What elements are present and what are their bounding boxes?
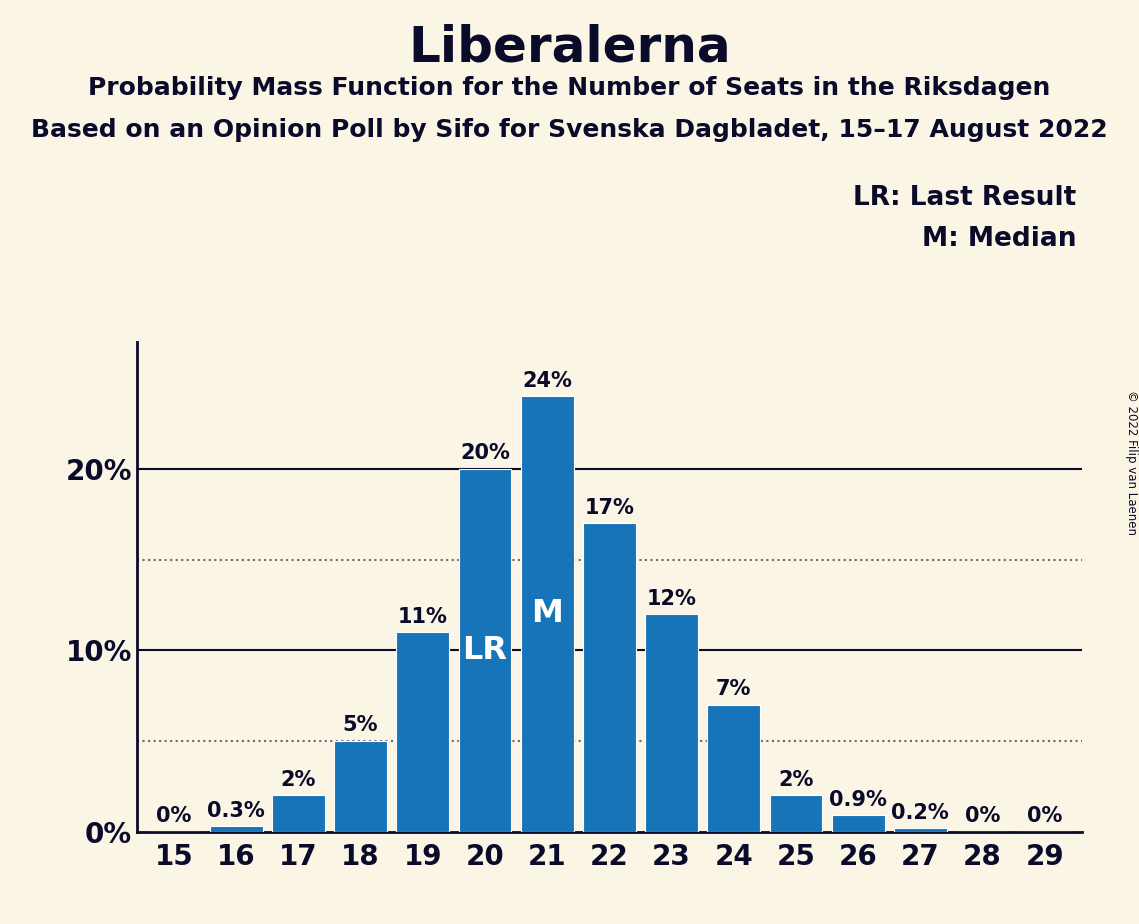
Bar [583,523,636,832]
Bar [521,396,574,832]
Text: 2%: 2% [280,770,317,790]
Text: 2%: 2% [778,770,813,790]
Bar [645,614,698,832]
Text: 0.2%: 0.2% [892,803,949,822]
Bar [894,828,947,832]
Text: LR: LR [462,635,508,665]
Bar [831,815,885,832]
Bar [707,705,760,832]
Text: 0%: 0% [965,806,1000,826]
Bar [459,468,511,832]
Text: 24%: 24% [523,371,572,391]
Text: 11%: 11% [398,607,448,626]
Text: 0.3%: 0.3% [207,801,265,821]
Text: Liberalerna: Liberalerna [408,23,731,71]
Text: LR: Last Result: LR: Last Result [853,185,1076,211]
Bar [210,826,263,832]
Bar [396,632,449,832]
Text: Based on an Opinion Poll by Sifo for Svenska Dagbladet, 15–17 August 2022: Based on an Opinion Poll by Sifo for Sve… [31,118,1108,142]
Text: 0%: 0% [156,806,191,826]
Text: 17%: 17% [584,498,634,517]
Text: Probability Mass Function for the Number of Seats in the Riksdagen: Probability Mass Function for the Number… [89,76,1050,100]
Bar [770,796,822,832]
Text: M: Median: M: Median [921,226,1076,252]
Text: 5%: 5% [343,715,378,736]
Text: 0.9%: 0.9% [829,790,887,809]
Text: © 2022 Filip van Laenen: © 2022 Filip van Laenen [1124,390,1138,534]
Text: 0%: 0% [1027,806,1063,826]
Text: 12%: 12% [647,589,696,609]
Text: 20%: 20% [460,444,510,464]
Text: M: M [531,599,563,629]
Bar [334,741,387,832]
Bar [272,796,325,832]
Text: 7%: 7% [716,679,752,699]
